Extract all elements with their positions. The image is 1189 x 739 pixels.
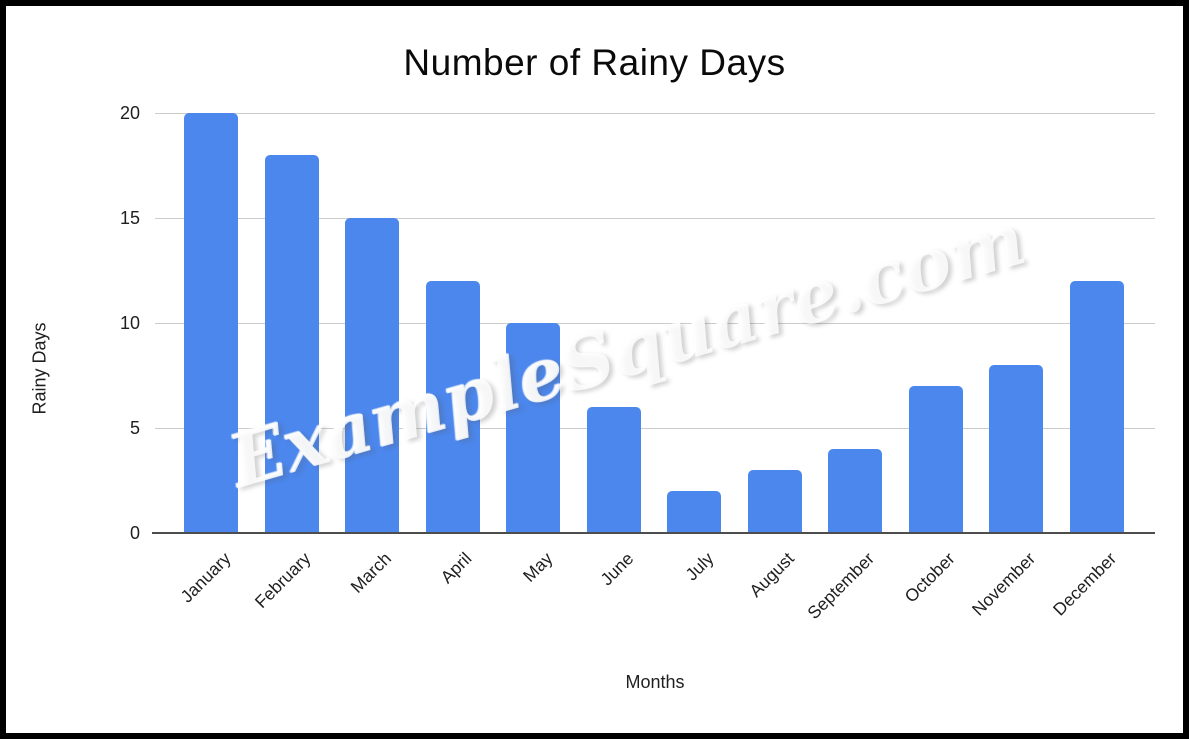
bar-july <box>667 491 721 533</box>
x-tick-label-december: December <box>1048 548 1120 620</box>
y-axis-title: Rainy Days <box>29 322 50 415</box>
x-tick-label-july: July <box>681 548 718 585</box>
bar-february <box>264 155 319 533</box>
bar-october <box>908 386 963 533</box>
bar-march <box>345 218 399 533</box>
x-tick-label-january: January <box>176 548 235 607</box>
y-tick-label-10: 10 <box>119 313 140 333</box>
x-tick-label-march: March <box>346 548 396 597</box>
chart-title: Number of Rainy Days <box>403 42 786 83</box>
gridline-5 <box>155 428 1155 429</box>
bar-may <box>506 323 560 533</box>
x-tick-label-february: February <box>251 548 315 612</box>
x-tick-label-april: April <box>437 548 476 588</box>
x-tick-label-june: June <box>595 548 637 590</box>
x-tick-label-august: August <box>745 548 798 601</box>
y-tick-label-5: 5 <box>129 418 140 438</box>
bar-april <box>425 281 480 533</box>
bar-december <box>1069 281 1124 533</box>
x-tick-label-may: May <box>518 548 557 586</box>
plot-area: Number of Rainy Days Rainy Days Months 0… <box>6 6 1183 733</box>
bar-september <box>828 449 882 533</box>
bar-august <box>747 470 802 533</box>
bar-november <box>989 365 1043 533</box>
bar-june <box>586 407 641 533</box>
bar-january <box>184 113 238 533</box>
y-tick-label-20: 20 <box>119 103 140 123</box>
gridline-20 <box>155 113 1155 114</box>
y-tick-label-0: 0 <box>129 523 140 543</box>
gridline-10 <box>155 323 1155 324</box>
y-tick-label-15: 15 <box>119 208 140 228</box>
gridline-15 <box>155 218 1155 219</box>
x-axis-title: Months <box>625 672 685 692</box>
x-tick-label-november: November <box>968 548 1040 620</box>
x-axis-line <box>152 532 1155 534</box>
x-tick-label-september: September <box>803 548 879 623</box>
x-tick-label-october: October <box>900 548 959 607</box>
